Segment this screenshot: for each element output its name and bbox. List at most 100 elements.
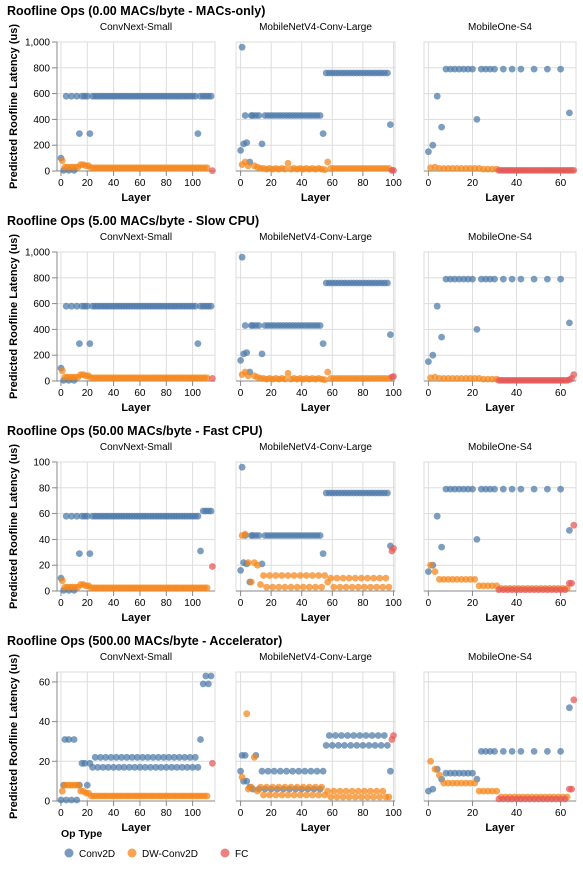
y-axis-title: Predicted Roofline Latency (us): [8, 654, 20, 819]
data-point: [427, 757, 434, 765]
y-tick-label: 1,000: [25, 38, 50, 49]
data-point: [431, 568, 439, 575]
data-point: [241, 530, 249, 538]
legend-item-fc[interactable]: FC: [220, 848, 249, 861]
data-point: [62, 302, 70, 310]
x-tick-label: 20: [266, 808, 278, 819]
data-point: [471, 779, 479, 787]
y-tick-label: 800: [33, 63, 50, 74]
series-dw-conv2d: [238, 158, 393, 174]
series-dw-conv2d: [58, 577, 211, 592]
data-point: [173, 763, 181, 771]
data-point: [368, 732, 376, 739]
data-point: [58, 787, 66, 795]
data-point: [237, 147, 245, 154]
data-point: [65, 736, 73, 743]
x-tick-label: 40: [108, 388, 120, 399]
data-point: [241, 322, 249, 329]
data-point: [258, 140, 266, 148]
data-point: [570, 371, 578, 378]
series-fc: [495, 696, 578, 803]
plot-frame: [423, 251, 577, 382]
data-point: [339, 793, 347, 801]
x-tick-label: 60: [555, 388, 567, 399]
data-point: [299, 583, 307, 591]
series-dw-conv2d: [427, 757, 571, 801]
data-point: [276, 767, 284, 775]
chart-row-4: Roofline Ops (500.00 MACs/byte - Acceler…: [7, 634, 578, 834]
legend-item-conv2d[interactable]: Conv2D: [64, 848, 116, 861]
data-point: [325, 732, 333, 739]
y-tick-label: 400: [33, 325, 50, 336]
data-point: [361, 583, 368, 591]
data-point: [89, 763, 96, 771]
data-point: [473, 536, 481, 543]
data-point: [351, 793, 359, 801]
data-point: [257, 783, 264, 791]
data-point: [348, 787, 356, 795]
x-tick-label: 0: [238, 388, 244, 399]
data-point: [272, 572, 280, 579]
data-point: [361, 787, 368, 795]
panel-1: ConvNext-Small 0 20 40 60 80 100 Layer 0 200 400 60…: [25, 232, 216, 414]
data-point: [57, 796, 65, 804]
data-point: [499, 485, 507, 493]
data-point: [149, 753, 157, 761]
data-point: [243, 139, 251, 147]
x-tick-label: 60: [555, 808, 567, 819]
y-tick-label: 200: [33, 351, 50, 362]
data-point: [191, 302, 199, 310]
series-conv2d: [57, 302, 215, 384]
x-tick-label: 100: [184, 808, 201, 819]
y-tick-label: 600: [33, 299, 50, 310]
data-point: [73, 796, 81, 804]
data-point: [321, 166, 329, 174]
data-point: [324, 787, 332, 795]
data-point: [118, 753, 125, 761]
data-point: [241, 112, 249, 119]
x-tick-label: 60: [327, 598, 339, 609]
data-point: [316, 112, 324, 119]
data-point: [287, 783, 295, 791]
data-point: [203, 792, 211, 800]
data-point: [83, 781, 91, 789]
data-point: [473, 326, 481, 333]
series-fc: [209, 167, 216, 175]
x-axis-title: Layer: [301, 612, 331, 624]
data-point: [438, 123, 445, 131]
data-point: [321, 572, 329, 579]
data-point: [345, 574, 353, 582]
data-point: [207, 672, 215, 680]
series-conv2d: [425, 485, 573, 575]
data-point: [568, 785, 575, 793]
panel-3: MobileOne-S4 0 20 40 60 Layer: [423, 652, 578, 834]
data-point: [238, 253, 246, 261]
legend-item-dw-conv2d[interactable]: DW-Conv2D: [127, 848, 198, 861]
data-point: [115, 763, 123, 771]
chart-title: Roofline Ops (50.00 MACs/byte - Fast CPU…: [7, 424, 263, 438]
x-tick-label: 40: [296, 598, 308, 609]
panel-subtitle: MobileOne-S4: [468, 652, 532, 663]
data-point: [269, 783, 277, 791]
data-point: [91, 753, 99, 761]
data-point: [281, 783, 289, 791]
data-point: [178, 763, 186, 771]
data-point: [338, 732, 345, 739]
data-point: [425, 358, 432, 365]
data-point: [319, 130, 327, 138]
y-tick-label: 20: [39, 757, 51, 768]
data-point: [517, 748, 525, 755]
y-tick-label: 400: [33, 115, 50, 126]
data-point: [73, 302, 81, 310]
data-point: [68, 512, 75, 520]
data-point: [370, 574, 377, 582]
data-point: [319, 767, 327, 775]
data-point: [374, 732, 382, 739]
series-fc: [209, 375, 216, 382]
y-tick-label: 40: [39, 535, 51, 546]
data-point: [517, 485, 525, 493]
data-point: [557, 748, 564, 755]
series-conv2d: [237, 43, 394, 166]
panel-3: MobileOne-S4 0 20 40 60 Layer: [423, 442, 578, 624]
data-point: [110, 763, 117, 771]
